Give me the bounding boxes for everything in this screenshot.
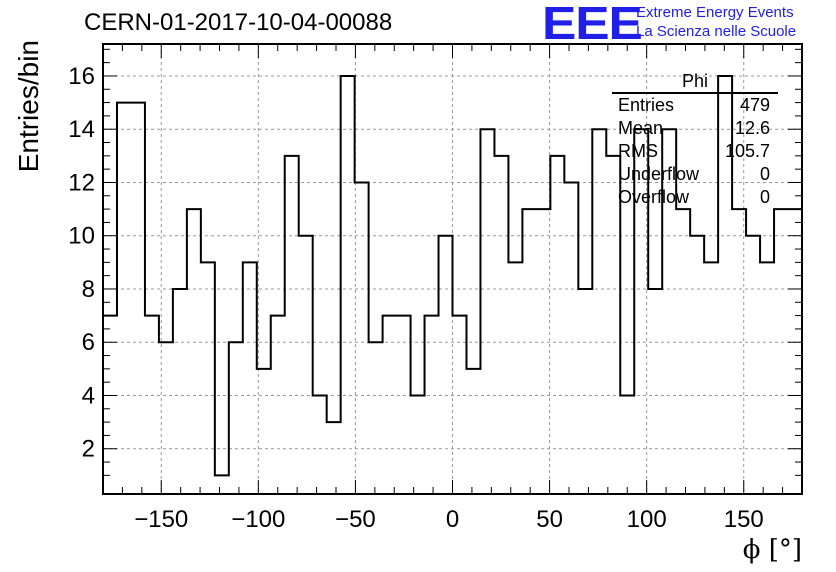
histogram-bin-32 (550, 156, 564, 494)
histogram-bin-1 (117, 103, 131, 494)
histogram-bin-16 (327, 422, 341, 494)
histogram-bin-9 (229, 342, 243, 494)
histogram-bin-22 (411, 395, 425, 494)
histogram-bin-17 (341, 76, 355, 494)
histogram-bin-18 (355, 182, 369, 494)
y-tick-label: 8 (82, 276, 95, 303)
stats-label: RMS (618, 141, 658, 161)
x-tick-label: −50 (335, 506, 376, 533)
histogram-bin-25 (453, 316, 467, 494)
histogram-bin-37 (620, 395, 634, 494)
x-axis-label: ϕ [°] (743, 535, 802, 565)
stats-label: Mean (618, 118, 664, 138)
histogram-bin-19 (369, 342, 383, 494)
x-tick-label: 50 (536, 506, 563, 533)
histogram-outline (103, 74, 802, 477)
stats-value: 0 (759, 164, 770, 184)
histogram-bin-30 (522, 209, 536, 494)
histogram-bin-24 (439, 236, 453, 494)
logo-line-2: La Scienza nelle Scuole (636, 23, 797, 40)
histogram-bin-3 (145, 316, 159, 494)
histogram-bin-31 (536, 209, 550, 494)
stats-label: Underflow (618, 164, 700, 184)
stats-row-overflow: Overflow 0 (610, 186, 778, 209)
stats-row-underflow: Underflow 0 (610, 163, 778, 186)
histogram-bin-14 (299, 236, 313, 494)
y-tick-label: 2 (82, 436, 95, 463)
histogram-bin-28 (494, 156, 508, 494)
stats-value: 12.6 (734, 118, 770, 138)
histogram-bin-13 (285, 156, 299, 494)
y-tick-label: 6 (82, 329, 95, 356)
stats-value: 479 (739, 95, 770, 115)
histogram-bin-11 (257, 369, 271, 494)
histogram-bin-43 (704, 262, 718, 494)
histogram-bin-29 (508, 262, 522, 494)
stats-label: Overflow (618, 187, 690, 207)
histogram-bin-42 (690, 236, 704, 494)
x-tick-label: 150 (724, 506, 764, 533)
histogram-bin-7 (201, 262, 215, 494)
histogram-bin-47 (760, 262, 774, 494)
histogram-bin-15 (313, 395, 327, 494)
stats-value: 105.7 (724, 141, 770, 161)
stats-title: Phi (612, 70, 778, 94)
histogram-bin-4 (159, 342, 173, 494)
histogram-bin-5 (173, 289, 187, 494)
axis-ticks (103, 44, 802, 494)
histogram-bin-45 (732, 209, 746, 494)
y-axis-label: Entries/bin (13, 40, 44, 172)
logo-line-1: Extreme Energy Events (636, 4, 794, 21)
stats-row-entries: Entries 479 (610, 94, 778, 117)
eee-logo: EEE (542, 0, 643, 49)
x-tick-label: 100 (627, 506, 667, 533)
x-tick-label: 0 (446, 506, 459, 533)
histogram-bin-34 (578, 289, 592, 494)
histogram-line (103, 74, 802, 494)
x-tick-label: −150 (134, 506, 188, 533)
histogram-bin-46 (746, 236, 760, 494)
histogram-bin-41 (676, 209, 690, 494)
histogram-bin-10 (243, 262, 257, 494)
histogram-bin-21 (397, 316, 411, 494)
y-tick-label: 10 (68, 223, 95, 250)
histogram-bin-48 (774, 209, 788, 494)
tick-labels: −150 −100 −50 0 50 100 150 2 4 6 8 10 12 14 16 (68, 63, 763, 533)
grid-lines (103, 44, 802, 494)
histogram-bin-23 (425, 316, 439, 494)
stats-box: Phi Entries 479 Mean 12.6 RMS 105.7 Underflow 0… (610, 70, 778, 209)
y-tick-label: 16 (68, 63, 95, 90)
run-title: CERN-01-2017-10-04-00088 (84, 9, 393, 36)
histogram-bin-39 (648, 289, 662, 494)
histogram-bin-8 (215, 475, 229, 494)
stats-value: 0 (759, 187, 770, 207)
histogram-bin-49 (788, 209, 802, 494)
histogram-bin-2 (131, 103, 145, 494)
y-tick-label: 4 (82, 382, 95, 409)
histogram-bin-35 (592, 129, 606, 494)
histogram-bin-27 (480, 129, 494, 494)
y-tick-label: 12 (68, 169, 95, 196)
stats-row-mean: Mean 12.6 (610, 117, 778, 140)
histogram-bin-6 (187, 209, 201, 494)
histogram-bin-12 (271, 316, 285, 494)
histogram-bin-33 (564, 182, 578, 494)
histogram-bin-26 (466, 369, 480, 494)
histogram-bin-20 (383, 316, 397, 494)
x-tick-label: −100 (231, 506, 285, 533)
stats-label: Entries (618, 95, 675, 115)
stats-row-rms: RMS 105.7 (610, 140, 778, 163)
y-tick-label: 14 (68, 116, 95, 143)
